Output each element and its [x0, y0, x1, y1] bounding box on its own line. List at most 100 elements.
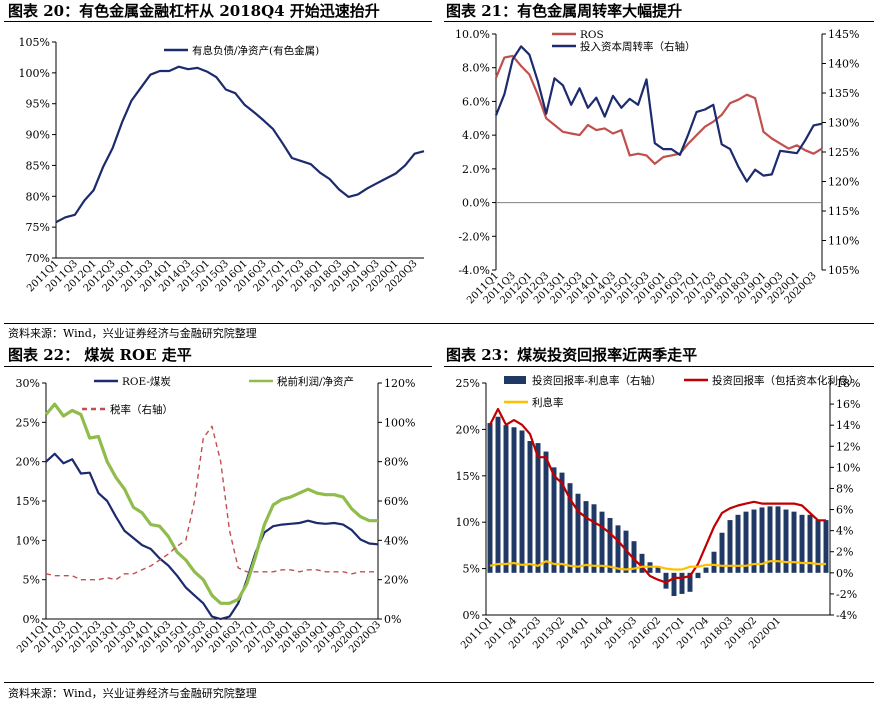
bar: [583, 501, 589, 573]
legend-label: 投资回报率（包括资本化利息）: [712, 374, 859, 387]
chart-turnover: -4.0% -2.0% 0.0% 2.0% 4.0% 6.0% 8.0% 10.0% 105% 1…: [444, 24, 874, 322]
y-tick-label: 80%: [26, 190, 50, 203]
bar: [711, 551, 717, 573]
y2-tick-label: 100%: [384, 416, 415, 429]
legend-label: 有息负债/净资产(有色金属): [192, 44, 319, 57]
chart-svg: 0% 5% 10% 15% 20% 25% 30% 0% 20% 40% 60% 80% 100% 120…: [15, 375, 415, 655]
y-tick-label: 75%: [26, 221, 50, 234]
chart22-title: 图表 22： 煤炭 ROE 走平: [8, 346, 192, 364]
bar: [759, 507, 765, 573]
bar: [511, 427, 517, 573]
y-tick-label: 70%: [26, 252, 50, 265]
y-tick-label: 0.0%: [462, 197, 490, 210]
y-tick-label: 10.0%: [455, 28, 490, 41]
series-line: [55, 65, 425, 224]
series-line: [494, 54, 823, 165]
y2-tick-label: 80%: [384, 456, 408, 469]
bar: [495, 416, 501, 573]
bar: [655, 567, 661, 573]
chart-svg: 0% 5% 10% 15% 20% 25% -4% -2% 0% 2% 4% 6% 8% 10% 12% 14…: [456, 374, 861, 651]
source-rule: [4, 682, 874, 683]
y2-tick-label: 40%: [384, 534, 408, 547]
y2-tick-label: 10%: [836, 461, 860, 474]
source-rule: [4, 323, 874, 324]
y2-tick-label: 0%: [836, 567, 853, 580]
y2-tick-label: 20%: [384, 574, 408, 587]
y-tick-label: 30%: [16, 377, 40, 390]
bar: [807, 514, 813, 573]
bar: [823, 520, 829, 573]
legend-label: ROS: [580, 29, 604, 41]
bar: [559, 472, 565, 573]
y2-tick-label: 2%: [836, 546, 853, 559]
bar: [631, 541, 637, 573]
y2-tick-label: 14%: [836, 419, 860, 432]
bar: [591, 504, 597, 573]
bar: [783, 509, 789, 573]
bar: [503, 425, 509, 573]
y2-tick-label: 105%: [828, 264, 859, 277]
bar: [575, 493, 581, 573]
series-line: [45, 452, 379, 621]
y-tick-label: 20%: [456, 423, 480, 436]
bar: [535, 443, 541, 573]
chart-coal-return: 0% 5% 10% 15% 20% 25% -4% -2% 0% 2% 4% 6% 8% 10% 12% 14…: [444, 369, 874, 679]
chart21-title: 图表 21：有色金属周转率大幅提升: [446, 2, 683, 20]
y-tick-label: 8.0%: [462, 62, 490, 75]
y-tick-label: 6.0%: [462, 95, 490, 108]
bar: [543, 451, 549, 573]
series-line: [44, 402, 378, 605]
y-tick-label: 25%: [16, 416, 40, 429]
bar: [687, 572, 693, 592]
bar: [639, 553, 645, 573]
bar: [671, 572, 677, 597]
chart20-title: 图表 20：有色金属金融杠杆从 2018Q4 开始迅速抬升: [8, 2, 380, 20]
y2-tick-label: 12%: [836, 440, 860, 453]
title-rule: [4, 21, 432, 22]
bar: [663, 572, 669, 589]
bar: [599, 511, 605, 573]
y2-tick-label: 140%: [828, 58, 859, 71]
y2-tick-label: 110%: [828, 235, 859, 248]
y-tick-label: 15%: [16, 495, 40, 508]
y-tick-label: 0%: [463, 609, 480, 622]
chart-coal-roe: 0% 5% 10% 15% 20% 25% 30% 0% 20% 40% 60% 80% 100% 120…: [4, 369, 432, 679]
y-tick-label: -2.0%: [458, 230, 490, 243]
bar: [679, 572, 685, 594]
bar: [727, 520, 733, 573]
bar: [527, 441, 533, 573]
y-tick-label: 20%: [16, 456, 40, 469]
y-tick-label: 10%: [16, 534, 40, 547]
y-tick-label: 15%: [456, 470, 480, 483]
legend-label: 投资回报率-利息率（右轴）: [532, 374, 662, 387]
bar: [487, 423, 493, 573]
y2-tick-label: 125%: [828, 146, 859, 159]
chart-svg: -4.0% -2.0% 0.0% 2.0% 4.0% 6.0% 8.0% 10.0% 105% 1…: [455, 28, 859, 306]
y2-tick-label: 18%: [836, 377, 860, 390]
bar: [607, 517, 613, 573]
y2-tick-label: 115%: [828, 205, 859, 218]
y-tick-label: 0%: [23, 613, 40, 626]
bar: [519, 430, 525, 573]
source-note: 资料来源：Wind，兴业证券经济与金融研究院整理: [8, 687, 257, 700]
bar: [791, 511, 797, 573]
y2-tick-label: 4%: [836, 525, 853, 538]
bar: [703, 567, 709, 573]
y2-tick-label: 120%: [828, 176, 859, 189]
bar: [551, 467, 557, 573]
y-tick-label: 10%: [456, 516, 480, 529]
bar: [815, 520, 821, 573]
legend-label: ROE-煤炭: [122, 375, 171, 388]
y-tick-label: 2.0%: [462, 163, 490, 176]
y2-tick-label: 16%: [836, 398, 860, 411]
y-tick-label: 95%: [26, 98, 50, 111]
y2-tick-label: 130%: [828, 117, 859, 130]
bar: [695, 572, 701, 579]
y-tick-label: 4.0%: [462, 129, 490, 142]
y2-tick-label: 8%: [836, 482, 853, 495]
legend-label: 税前利润/净资产: [277, 375, 354, 388]
legend-label: 投入资本周转率（右轴）: [580, 40, 696, 53]
bar: [719, 532, 725, 573]
bar: [735, 514, 741, 573]
y2-tick-label: 6%: [836, 504, 853, 517]
